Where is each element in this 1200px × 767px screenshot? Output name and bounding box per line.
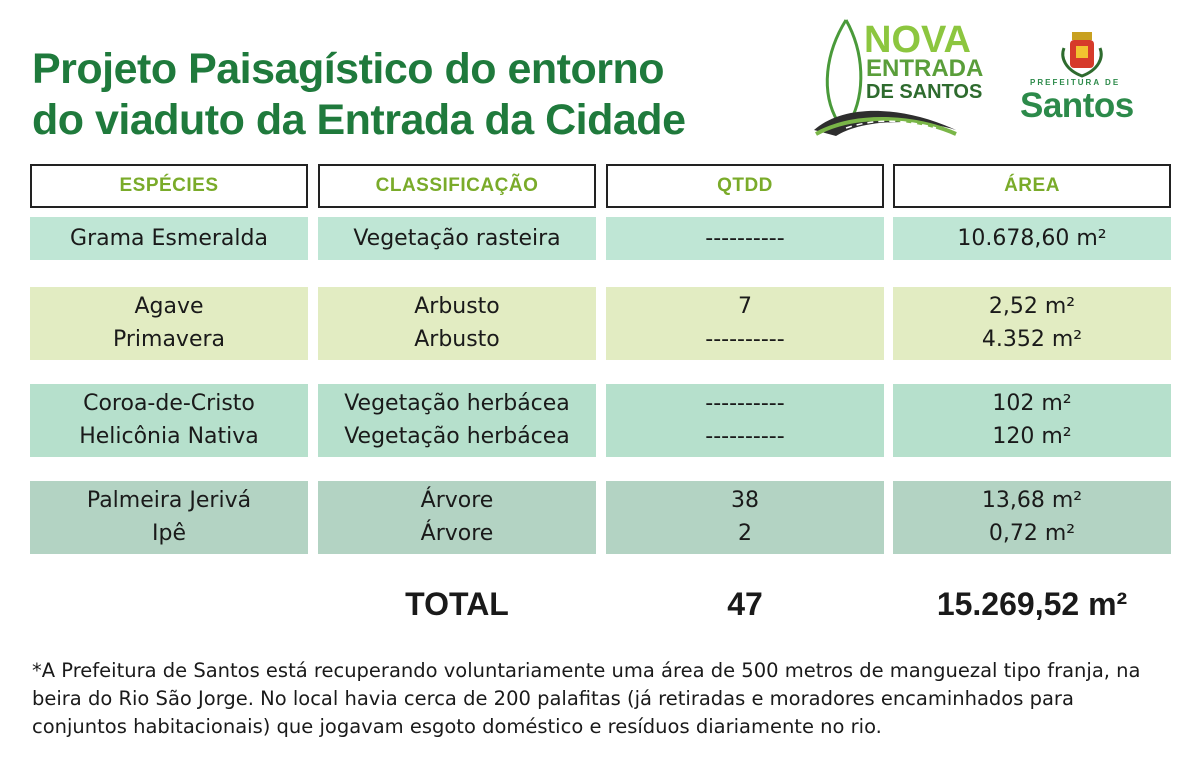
table-cell-qty: 7 ----------	[606, 287, 884, 360]
table-cell-classification: Vegetação herbácea Vegetação herbácea	[318, 384, 596, 457]
table-cell-classification: Árvore Árvore	[318, 481, 596, 554]
area-value: 102 m²	[992, 391, 1072, 416]
header-classificacao: CLASSIFICAÇÃO	[318, 164, 596, 208]
total-label: TOTAL	[405, 586, 509, 622]
classification-value: Árvore	[420, 521, 494, 546]
table-cell-species: Coroa-de-Cristo Helicônia Nativa	[30, 384, 308, 457]
classification-value: Arbusto	[414, 327, 500, 352]
classification-value: Árvore	[420, 488, 494, 513]
classification-value: Vegetação rasteira	[353, 226, 561, 251]
area-value: 4.352 m²	[981, 327, 1083, 352]
total-area: 15.269,52 m²	[936, 586, 1128, 622]
title-line-1: Projeto Paisagístico do entorno	[32, 45, 664, 93]
classification-value: Vegetação herbácea	[344, 391, 570, 416]
prefeitura-label: PREFEITURA DE	[1030, 78, 1121, 87]
logo-entrada-text: ENTRADA	[866, 55, 983, 82]
nova-entrada-logo: NOVA ENTRADA DE SANTOS	[814, 19, 983, 136]
species-name: Coroa-de-Cristo	[83, 391, 255, 416]
qty-value: ----------	[705, 327, 785, 352]
santos-logo-text: Santos	[1020, 86, 1134, 125]
table-cell-qty: ---------- ----------	[606, 384, 884, 457]
qty-value: 2	[738, 521, 752, 546]
total-qty: 47	[727, 586, 763, 622]
qty-value: ----------	[705, 424, 785, 449]
table-cell-qty: 38 2	[606, 481, 884, 554]
table-cell-classification: Arbusto Arbusto	[318, 287, 596, 360]
table-cell-species: Grama Esmeralda	[30, 217, 308, 260]
classification-value: Vegetação herbácea	[344, 424, 570, 449]
table-cell-qty: ----------	[606, 217, 884, 260]
area-value: 120 m²	[992, 424, 1072, 449]
species-name: Agave	[134, 294, 204, 319]
qty-value: 38	[731, 488, 759, 513]
title-line-2: do viaduto da Entrada da Cidade	[32, 96, 686, 144]
area-value: 0,72 m²	[988, 521, 1076, 546]
header-area: ÁREA	[893, 164, 1171, 208]
table-cell-species: Palmeira Jerivá Ipê	[30, 481, 308, 554]
logo-de-santos-text: DE SANTOS	[866, 81, 982, 103]
qty-value: 7	[738, 294, 752, 319]
header-especies: ESPÉCIES	[30, 164, 308, 208]
table-cell-area: 2,52 m² 4.352 m²	[893, 287, 1171, 360]
species-name: Grama Esmeralda	[70, 226, 268, 251]
table-cell-area: 13,68 m² 0,72 m²	[893, 481, 1171, 554]
species-name: Helicônia Nativa	[79, 424, 259, 449]
footnote: *A Prefeitura de Santos está recuperando…	[32, 659, 1141, 738]
logo-nova-text: NOVA	[864, 19, 971, 61]
table-cell-area: 10.678,60 m²	[893, 217, 1171, 260]
classification-value: Arbusto	[414, 294, 500, 319]
area-value: 13,68 m²	[981, 488, 1083, 513]
species-name: Primavera	[112, 327, 226, 352]
qty-value: ----------	[705, 391, 785, 416]
qty-value: ----------	[705, 226, 785, 251]
table-cell-area: 102 m² 120 m²	[893, 384, 1171, 457]
table-cell-classification: Vegetação rasteira	[318, 217, 596, 260]
area-value: 2,52 m²	[988, 294, 1076, 319]
santos-coat-of-arms-icon	[1061, 32, 1103, 78]
area-value: 10.678,60 m²	[957, 226, 1107, 251]
header-qtdd: QTDD	[606, 164, 884, 208]
page-title: Projeto Paisagístico do entorno do viadu…	[32, 44, 792, 146]
species-name: Ipê	[152, 521, 186, 546]
species-name: Palmeira Jerivá	[86, 488, 252, 513]
table-cell-species: Agave Primavera	[30, 287, 308, 360]
